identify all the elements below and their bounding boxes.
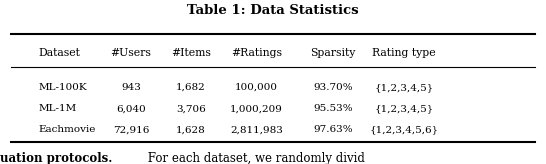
Text: 6,040: 6,040 (116, 104, 146, 113)
Text: 1,682: 1,682 (176, 83, 206, 92)
Text: {1,2,3,4,5}: {1,2,3,4,5} (375, 83, 434, 92)
Text: #Items: #Items (171, 48, 211, 58)
Text: Dataset: Dataset (38, 48, 80, 58)
Text: 943: 943 (121, 83, 141, 92)
Text: ML-1M: ML-1M (38, 104, 76, 113)
Text: uation protocols.: uation protocols. (0, 152, 112, 164)
Text: 1,628: 1,628 (176, 125, 206, 134)
Text: 97.63%: 97.63% (313, 125, 353, 134)
Text: {1,2,3,4,5,6}: {1,2,3,4,5,6} (370, 125, 438, 134)
Text: 72,916: 72,916 (113, 125, 149, 134)
Text: ML-100K: ML-100K (38, 83, 87, 92)
Text: 1,000,209: 1,000,209 (230, 104, 283, 113)
Text: #Ratings: #Ratings (231, 48, 282, 58)
Text: Rating type: Rating type (372, 48, 436, 58)
Text: 3,706: 3,706 (176, 104, 206, 113)
Text: 93.70%: 93.70% (313, 83, 353, 92)
Text: Table 1: Data Statistics: Table 1: Data Statistics (187, 4, 359, 17)
Text: {1,2,3,4,5}: {1,2,3,4,5} (375, 104, 434, 113)
Text: Eachmovie: Eachmovie (38, 125, 96, 134)
Text: For each dataset, we randomly divid: For each dataset, we randomly divid (144, 152, 365, 164)
Text: #Users: #Users (111, 48, 151, 58)
Text: 2,811,983: 2,811,983 (230, 125, 283, 134)
Text: Sparsity: Sparsity (310, 48, 356, 58)
Text: 100,000: 100,000 (235, 83, 278, 92)
Text: 95.53%: 95.53% (313, 104, 353, 113)
